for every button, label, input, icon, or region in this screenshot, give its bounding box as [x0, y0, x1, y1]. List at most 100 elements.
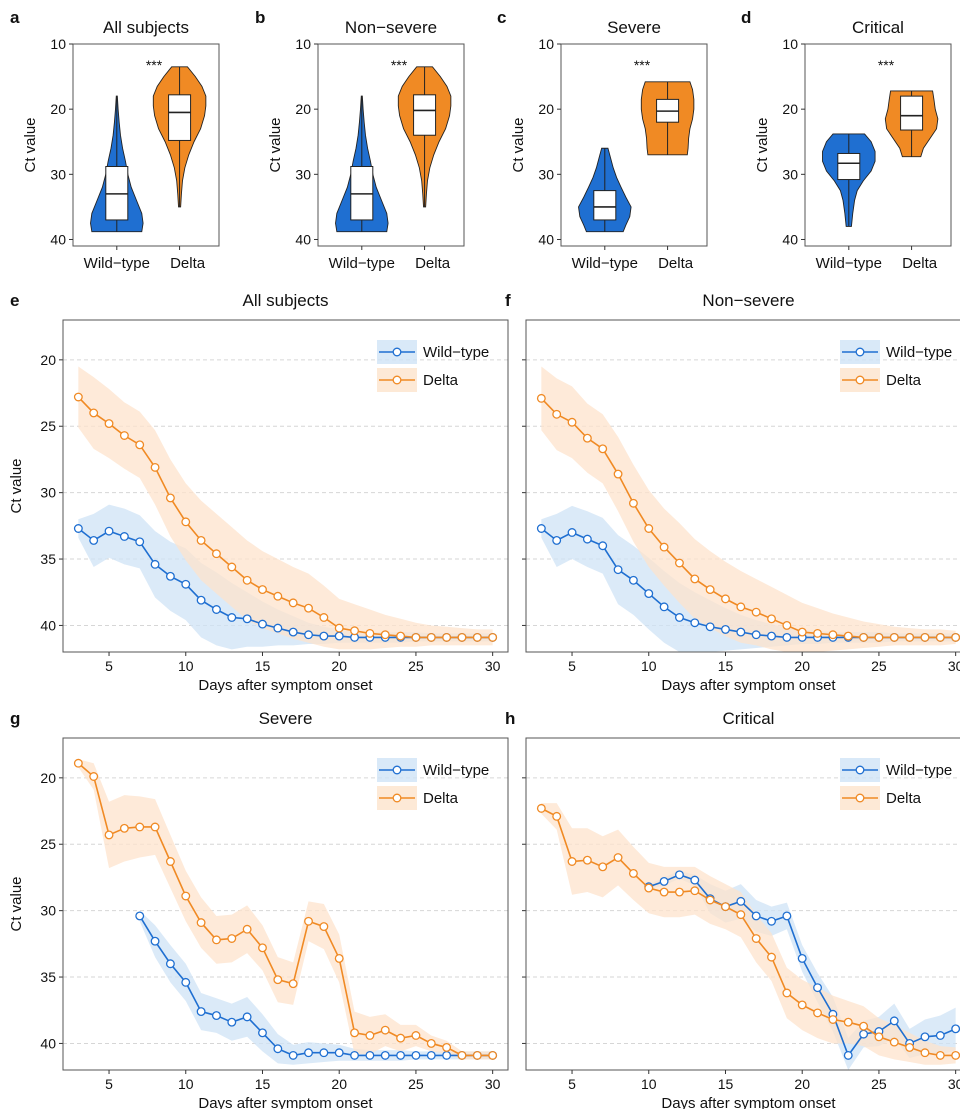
y-tick-label: 30 [538, 166, 554, 182]
data-point [567, 417, 577, 427]
data-point [644, 524, 654, 533]
data-point [242, 575, 252, 585]
data-point [196, 595, 206, 605]
y-tick-label: 40 [295, 231, 311, 247]
data-point [889, 1037, 899, 1047]
confidence-band-wild-type [139, 910, 493, 1065]
data-point [552, 409, 562, 419]
data-point [181, 891, 191, 901]
data-point [150, 822, 160, 832]
legend-label: Wild−type [423, 762, 489, 779]
data-point [258, 943, 267, 953]
legend-marker [855, 347, 865, 357]
x-axis-label: Days after symptom onset [661, 1095, 836, 1109]
data-point [598, 541, 608, 551]
y-tick-label: 20 [40, 770, 56, 786]
data-point [273, 975, 283, 985]
data-point [150, 462, 160, 472]
data-point [813, 983, 823, 993]
data-point [472, 1050, 482, 1060]
data-point [442, 1050, 452, 1060]
panel-e: e All subjects 20 25 30 35 40 Ct value 5 10 15 20 25… [8, 291, 509, 694]
plot-frame [804, 43, 952, 247]
data-point [674, 870, 684, 880]
data-point [582, 433, 592, 443]
x-tick-label: 5 [105, 1076, 113, 1092]
y-tick-label: 40 [40, 617, 56, 633]
data-point [442, 1042, 452, 1052]
data-point [380, 630, 390, 640]
x-axis-label: Days after symptom onset [661, 677, 836, 694]
x-category-label: Wild−type [84, 255, 150, 272]
x-category-label: Wild−type [329, 255, 395, 272]
data-point [797, 1000, 807, 1010]
data-point [426, 632, 436, 642]
legend-label: Delta [886, 790, 922, 807]
data-point [396, 1033, 406, 1043]
data-point [350, 1028, 360, 1038]
x-tick-label: 25 [408, 658, 424, 674]
x-tick-label: 10 [641, 658, 657, 674]
data-point [582, 534, 592, 544]
panel-title: Severe [607, 18, 661, 37]
data-point [536, 393, 546, 403]
data-point [426, 1050, 436, 1060]
panel-c: c Severe 10 20 30 40 Ct value Wild−type Delta *** [497, 8, 708, 272]
plot-frame [317, 43, 465, 247]
data-point [659, 542, 669, 552]
data-point [258, 585, 267, 595]
panel-letter: f [505, 291, 511, 310]
y-tick-label: 30 [40, 485, 56, 501]
data-point [89, 535, 99, 545]
x-category-label: Wild−type [816, 255, 882, 272]
data-point [843, 1017, 853, 1027]
data-point [242, 924, 252, 934]
data-point [334, 953, 344, 963]
legend-marker [855, 375, 865, 385]
data-point [828, 630, 838, 640]
data-point [211, 1011, 221, 1021]
data-point [211, 605, 221, 614]
x-axis-label: Days after symptom onset [198, 677, 373, 694]
data-point [920, 1032, 930, 1042]
data-point [365, 628, 375, 638]
data-point [674, 558, 684, 568]
confidence-band-wild-type [541, 505, 956, 652]
data-point [767, 952, 776, 962]
data-point [488, 1050, 498, 1060]
data-point [119, 823, 129, 833]
data-point [288, 979, 298, 989]
y-tick-label: 10 [538, 36, 554, 52]
plot-frame [62, 737, 509, 1071]
y-tick-label: 25 [40, 418, 56, 434]
data-point [613, 469, 623, 479]
data-point [165, 493, 175, 503]
data-point [319, 1048, 329, 1058]
data-point [227, 1017, 237, 1027]
y-axis-label: Ct value [267, 117, 284, 172]
data-point [411, 1050, 421, 1060]
data-point [196, 535, 206, 545]
data-point [304, 916, 313, 926]
data-point [258, 1028, 267, 1038]
y-tick-label: 40 [40, 1035, 56, 1051]
x-tick-label: 20 [331, 1076, 347, 1092]
significance-marker: *** [391, 57, 408, 73]
panel-letter: d [741, 8, 751, 27]
data-point [889, 632, 899, 642]
data-point [859, 1029, 869, 1039]
x-category-label: Wild−type [572, 255, 638, 272]
data-point [380, 1050, 390, 1060]
x-tick-label: 25 [871, 658, 887, 674]
data-point [334, 631, 344, 641]
data-point [889, 1016, 899, 1026]
data-point [690, 886, 700, 896]
data-point [196, 918, 206, 928]
panel-f: f Non−severe 5 10 15 20 25 30 Days after symptom… [505, 291, 960, 694]
data-point [365, 1050, 375, 1060]
legend-label: Wild−type [886, 344, 952, 361]
data-point [135, 440, 145, 450]
data-point [211, 549, 221, 559]
data-point [659, 602, 669, 612]
data-point [165, 857, 175, 866]
